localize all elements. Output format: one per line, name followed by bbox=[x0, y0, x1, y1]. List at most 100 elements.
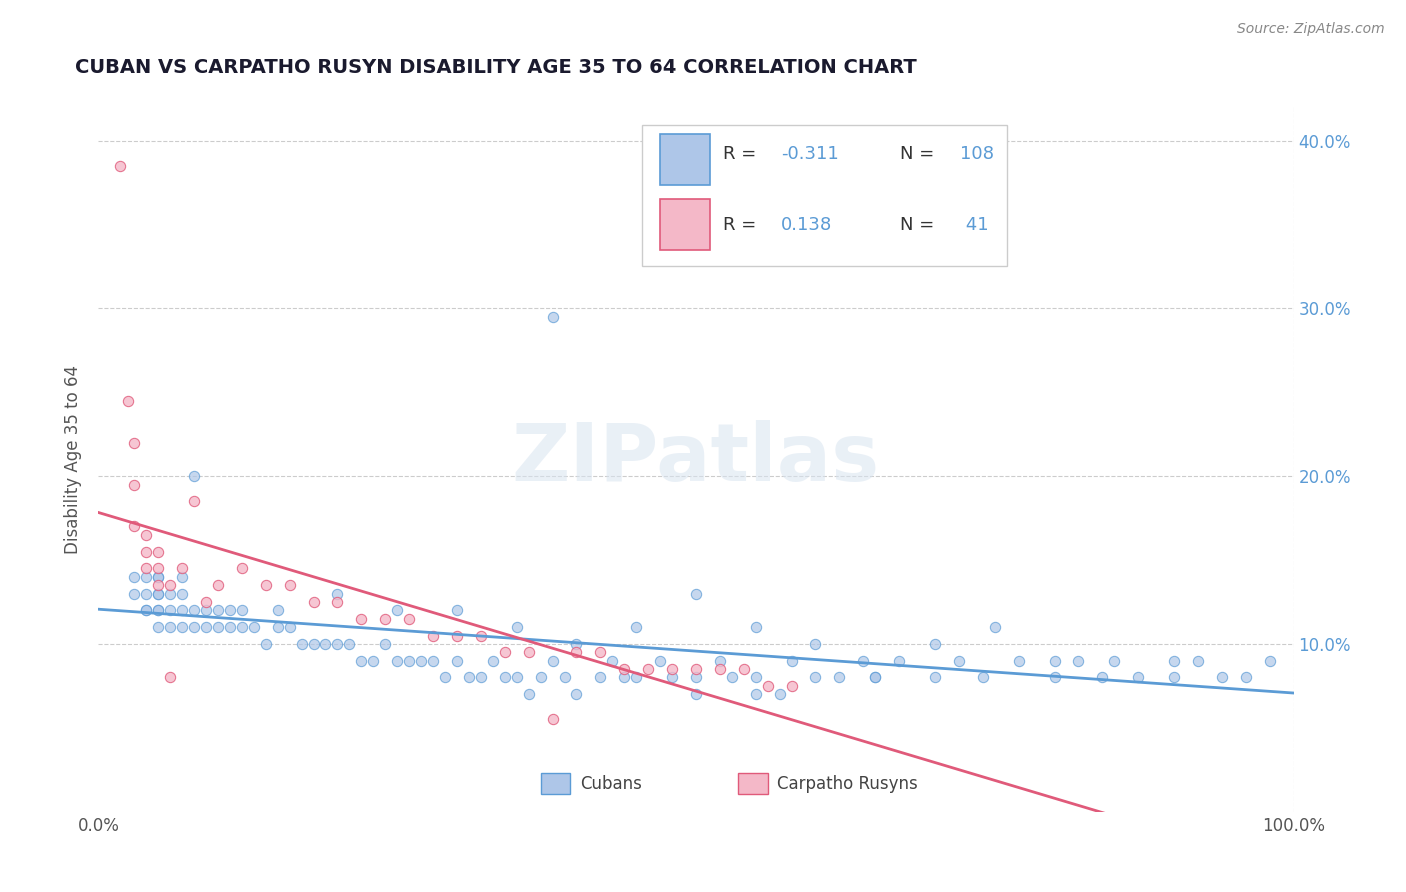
Point bbox=[470, 671, 492, 685]
Point bbox=[565, 645, 588, 659]
Point bbox=[267, 603, 290, 617]
Text: Carpatho Rusyns: Carpatho Rusyns bbox=[778, 774, 918, 792]
Text: N =: N = bbox=[900, 216, 941, 234]
Point bbox=[685, 671, 707, 685]
Y-axis label: Disability Age 35 to 64: Disability Age 35 to 64 bbox=[65, 365, 83, 554]
Point bbox=[207, 578, 229, 592]
Point bbox=[685, 662, 707, 676]
Point bbox=[626, 620, 648, 634]
Point bbox=[494, 645, 516, 659]
Point bbox=[148, 544, 170, 558]
Point bbox=[326, 595, 349, 609]
Point bbox=[446, 603, 468, 617]
Point bbox=[231, 620, 253, 634]
Point bbox=[661, 671, 683, 685]
Point bbox=[243, 620, 266, 634]
Point bbox=[172, 561, 194, 575]
Point bbox=[219, 603, 242, 617]
FancyBboxPatch shape bbox=[541, 773, 571, 794]
Text: CUBAN VS CARPATHO RUSYN DISABILITY AGE 35 TO 64 CORRELATION CHART: CUBAN VS CARPATHO RUSYN DISABILITY AGE 3… bbox=[75, 58, 917, 77]
Point bbox=[398, 654, 420, 668]
Point bbox=[565, 637, 588, 651]
Point bbox=[135, 586, 157, 600]
Point bbox=[172, 620, 194, 634]
Point bbox=[219, 620, 242, 634]
Point bbox=[541, 713, 564, 727]
Point bbox=[565, 687, 588, 701]
Point bbox=[422, 654, 444, 668]
Text: 41: 41 bbox=[960, 216, 988, 234]
Point bbox=[1234, 671, 1257, 685]
Point bbox=[124, 435, 146, 450]
Point bbox=[506, 671, 529, 685]
Point bbox=[302, 595, 325, 609]
Point bbox=[637, 662, 659, 676]
Point bbox=[326, 586, 349, 600]
Point bbox=[148, 586, 170, 600]
Point bbox=[780, 679, 803, 693]
Point bbox=[278, 578, 301, 592]
Point bbox=[326, 637, 349, 651]
Point bbox=[446, 629, 468, 643]
Point bbox=[1163, 671, 1185, 685]
Point bbox=[554, 671, 576, 685]
Point bbox=[648, 654, 672, 668]
Point bbox=[1043, 654, 1066, 668]
Point bbox=[315, 637, 337, 651]
Point bbox=[159, 671, 181, 685]
Point bbox=[541, 310, 564, 324]
Point bbox=[709, 662, 731, 676]
Point bbox=[1128, 671, 1150, 685]
Text: R =: R = bbox=[724, 145, 762, 163]
Point bbox=[685, 586, 707, 600]
Point bbox=[124, 477, 146, 491]
Point bbox=[984, 620, 1007, 634]
Text: -0.311: -0.311 bbox=[780, 145, 838, 163]
Point bbox=[494, 671, 516, 685]
Point bbox=[1163, 654, 1185, 668]
Point bbox=[159, 620, 181, 634]
Point bbox=[745, 687, 768, 701]
Point bbox=[661, 662, 683, 676]
Point bbox=[148, 570, 170, 584]
Point bbox=[780, 654, 803, 668]
Point bbox=[183, 494, 205, 508]
Point bbox=[231, 561, 253, 575]
Point bbox=[1258, 654, 1281, 668]
Point bbox=[709, 654, 731, 668]
Point bbox=[828, 671, 851, 685]
Point bbox=[613, 671, 636, 685]
Point bbox=[135, 561, 157, 575]
Point bbox=[385, 603, 409, 617]
FancyBboxPatch shape bbox=[661, 134, 710, 185]
FancyBboxPatch shape bbox=[661, 199, 710, 250]
Point bbox=[721, 671, 744, 685]
Point bbox=[924, 671, 946, 685]
Point bbox=[254, 637, 277, 651]
Point bbox=[1008, 654, 1031, 668]
Point bbox=[446, 654, 468, 668]
Text: Source: ZipAtlas.com: Source: ZipAtlas.com bbox=[1237, 22, 1385, 37]
Text: 0.138: 0.138 bbox=[780, 216, 832, 234]
Point bbox=[148, 570, 170, 584]
FancyBboxPatch shape bbox=[643, 125, 1007, 266]
Point bbox=[1211, 671, 1233, 685]
Point bbox=[350, 654, 373, 668]
Point bbox=[1091, 671, 1114, 685]
Point bbox=[804, 671, 827, 685]
Point bbox=[172, 586, 194, 600]
Point bbox=[148, 603, 170, 617]
Point bbox=[733, 662, 755, 676]
Point bbox=[517, 687, 540, 701]
Point bbox=[183, 603, 205, 617]
Point bbox=[135, 528, 157, 542]
Point bbox=[124, 519, 146, 533]
Point bbox=[972, 671, 994, 685]
Point bbox=[135, 544, 157, 558]
Point bbox=[411, 654, 433, 668]
Point bbox=[195, 620, 218, 634]
Point bbox=[374, 637, 396, 651]
Point bbox=[530, 671, 553, 685]
Point bbox=[852, 654, 875, 668]
Point bbox=[108, 159, 131, 173]
